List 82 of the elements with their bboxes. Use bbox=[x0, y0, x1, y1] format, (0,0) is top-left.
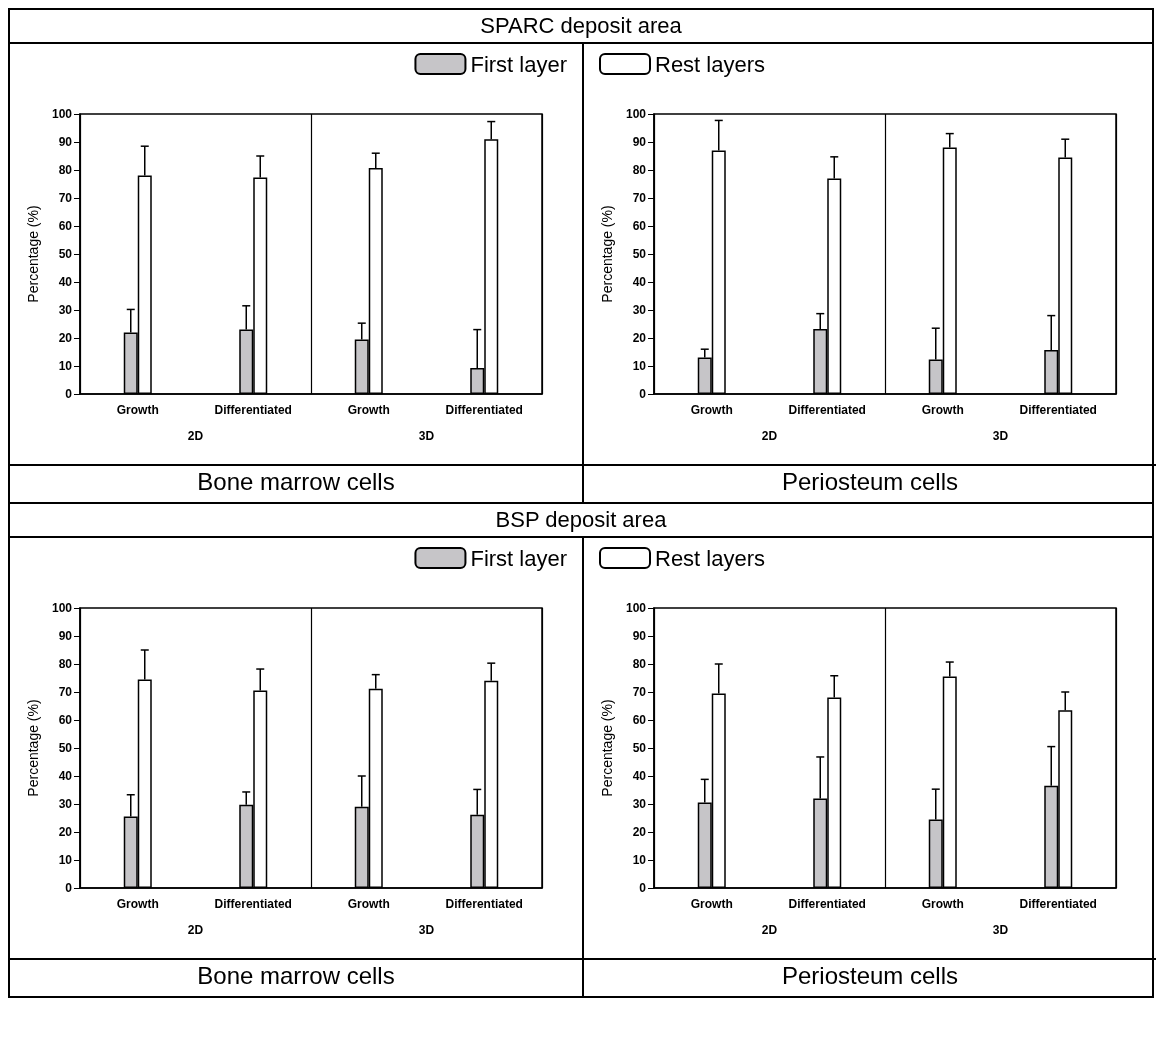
chart-title: BSP deposit area bbox=[10, 504, 1152, 538]
y-tick-label: 0 bbox=[65, 387, 73, 401]
y-tick-label: 100 bbox=[51, 601, 73, 615]
y-tick-label: 10 bbox=[58, 853, 73, 867]
y-tick-label: 70 bbox=[632, 685, 647, 699]
x-tick-label: Growth bbox=[690, 897, 733, 911]
y-tick-label: 10 bbox=[632, 853, 647, 867]
x-tick-label: Growth bbox=[116, 897, 159, 911]
x-tick-label: Differentiated bbox=[214, 897, 292, 911]
text: 2D bbox=[187, 923, 204, 937]
y-tick-label: 60 bbox=[58, 219, 73, 233]
y-tick-label: 50 bbox=[58, 247, 73, 261]
y-tick-label: 80 bbox=[58, 657, 73, 671]
text: 3D bbox=[992, 429, 1009, 443]
y-tick-label: 70 bbox=[632, 191, 647, 205]
y-tick-label: 70 bbox=[58, 685, 73, 699]
x-tick-label: Differentiated bbox=[214, 403, 292, 417]
text: 2D bbox=[761, 429, 778, 443]
legend-label: Rest layers bbox=[655, 51, 766, 77]
legend-label: First layer bbox=[470, 51, 567, 77]
y-tick-label: 100 bbox=[51, 107, 73, 121]
y-tick-label: 50 bbox=[632, 247, 647, 261]
x-tick-label: Growth bbox=[921, 403, 964, 417]
text: 3D bbox=[418, 923, 435, 937]
y-tick-label: 30 bbox=[632, 797, 647, 811]
y-tick-label: 40 bbox=[58, 769, 73, 783]
x-tick-label: Growth bbox=[347, 897, 390, 911]
text: 3D bbox=[418, 429, 435, 443]
y-tick-label: 90 bbox=[58, 135, 73, 149]
y-tick-label: 10 bbox=[58, 359, 73, 373]
y-axis-title: Percentage (%) bbox=[25, 205, 41, 303]
x-axis-title: Bone marrow cells bbox=[10, 958, 582, 996]
x-axis-title: Periosteum cells bbox=[584, 958, 1156, 996]
x-tick-label: Differentiated bbox=[1019, 403, 1097, 417]
y-tick-label: 60 bbox=[58, 713, 73, 727]
y-tick-label: 30 bbox=[58, 303, 73, 317]
y-tick-label: 80 bbox=[632, 657, 647, 671]
y-tick-label: 20 bbox=[58, 825, 73, 839]
y-tick-label: 40 bbox=[632, 769, 647, 783]
y-tick-label: 30 bbox=[58, 797, 73, 811]
x-tick-label: Growth bbox=[690, 403, 733, 417]
x-tick-label: Differentiated bbox=[788, 403, 866, 417]
y-tick-label: 90 bbox=[58, 629, 73, 643]
text: 2D bbox=[187, 429, 204, 443]
y-tick-label: 80 bbox=[58, 163, 73, 177]
y-tick-label: 40 bbox=[58, 275, 73, 289]
y-tick-label: 100 bbox=[625, 601, 647, 615]
text: 3D bbox=[992, 923, 1009, 937]
y-tick-label: 0 bbox=[65, 881, 73, 895]
y-tick-label: 20 bbox=[632, 825, 647, 839]
legend-label: Rest layers bbox=[655, 545, 766, 571]
y-tick-label: 60 bbox=[632, 219, 647, 233]
chart-title: SPARC deposit area bbox=[10, 10, 1152, 44]
y-tick-label: 60 bbox=[632, 713, 647, 727]
y-tick-label: 80 bbox=[632, 163, 647, 177]
y-tick-label: 0 bbox=[639, 881, 647, 895]
x-tick-label: Differentiated bbox=[788, 897, 866, 911]
y-tick-label: 0 bbox=[639, 387, 647, 401]
y-tick-label: 20 bbox=[632, 331, 647, 345]
x-tick-label: Growth bbox=[347, 403, 390, 417]
x-tick-label: Growth bbox=[116, 403, 159, 417]
y-tick-label: 20 bbox=[58, 331, 73, 345]
x-tick-label: Differentiated bbox=[445, 897, 523, 911]
y-tick-label: 70 bbox=[58, 191, 73, 205]
y-tick-label: 90 bbox=[632, 629, 647, 643]
y-tick-label: 50 bbox=[632, 741, 647, 755]
x-tick-label: Differentiated bbox=[1019, 897, 1097, 911]
text: 2D bbox=[761, 923, 778, 937]
y-axis-title: Percentage (%) bbox=[599, 699, 615, 797]
y-tick-label: 30 bbox=[632, 303, 647, 317]
x-tick-label: Differentiated bbox=[445, 403, 523, 417]
x-axis-title: Periosteum cells bbox=[584, 464, 1156, 502]
y-tick-label: 100 bbox=[625, 107, 647, 121]
y-tick-label: 90 bbox=[632, 135, 647, 149]
x-axis-title: Bone marrow cells bbox=[10, 464, 582, 502]
x-tick-label: Growth bbox=[921, 897, 964, 911]
y-tick-label: 10 bbox=[632, 359, 647, 373]
y-axis-title: Percentage (%) bbox=[25, 699, 41, 797]
y-axis-title: Percentage (%) bbox=[599, 205, 615, 303]
legend-label: First layer bbox=[470, 545, 567, 571]
y-tick-label: 50 bbox=[58, 741, 73, 755]
y-tick-label: 40 bbox=[632, 275, 647, 289]
